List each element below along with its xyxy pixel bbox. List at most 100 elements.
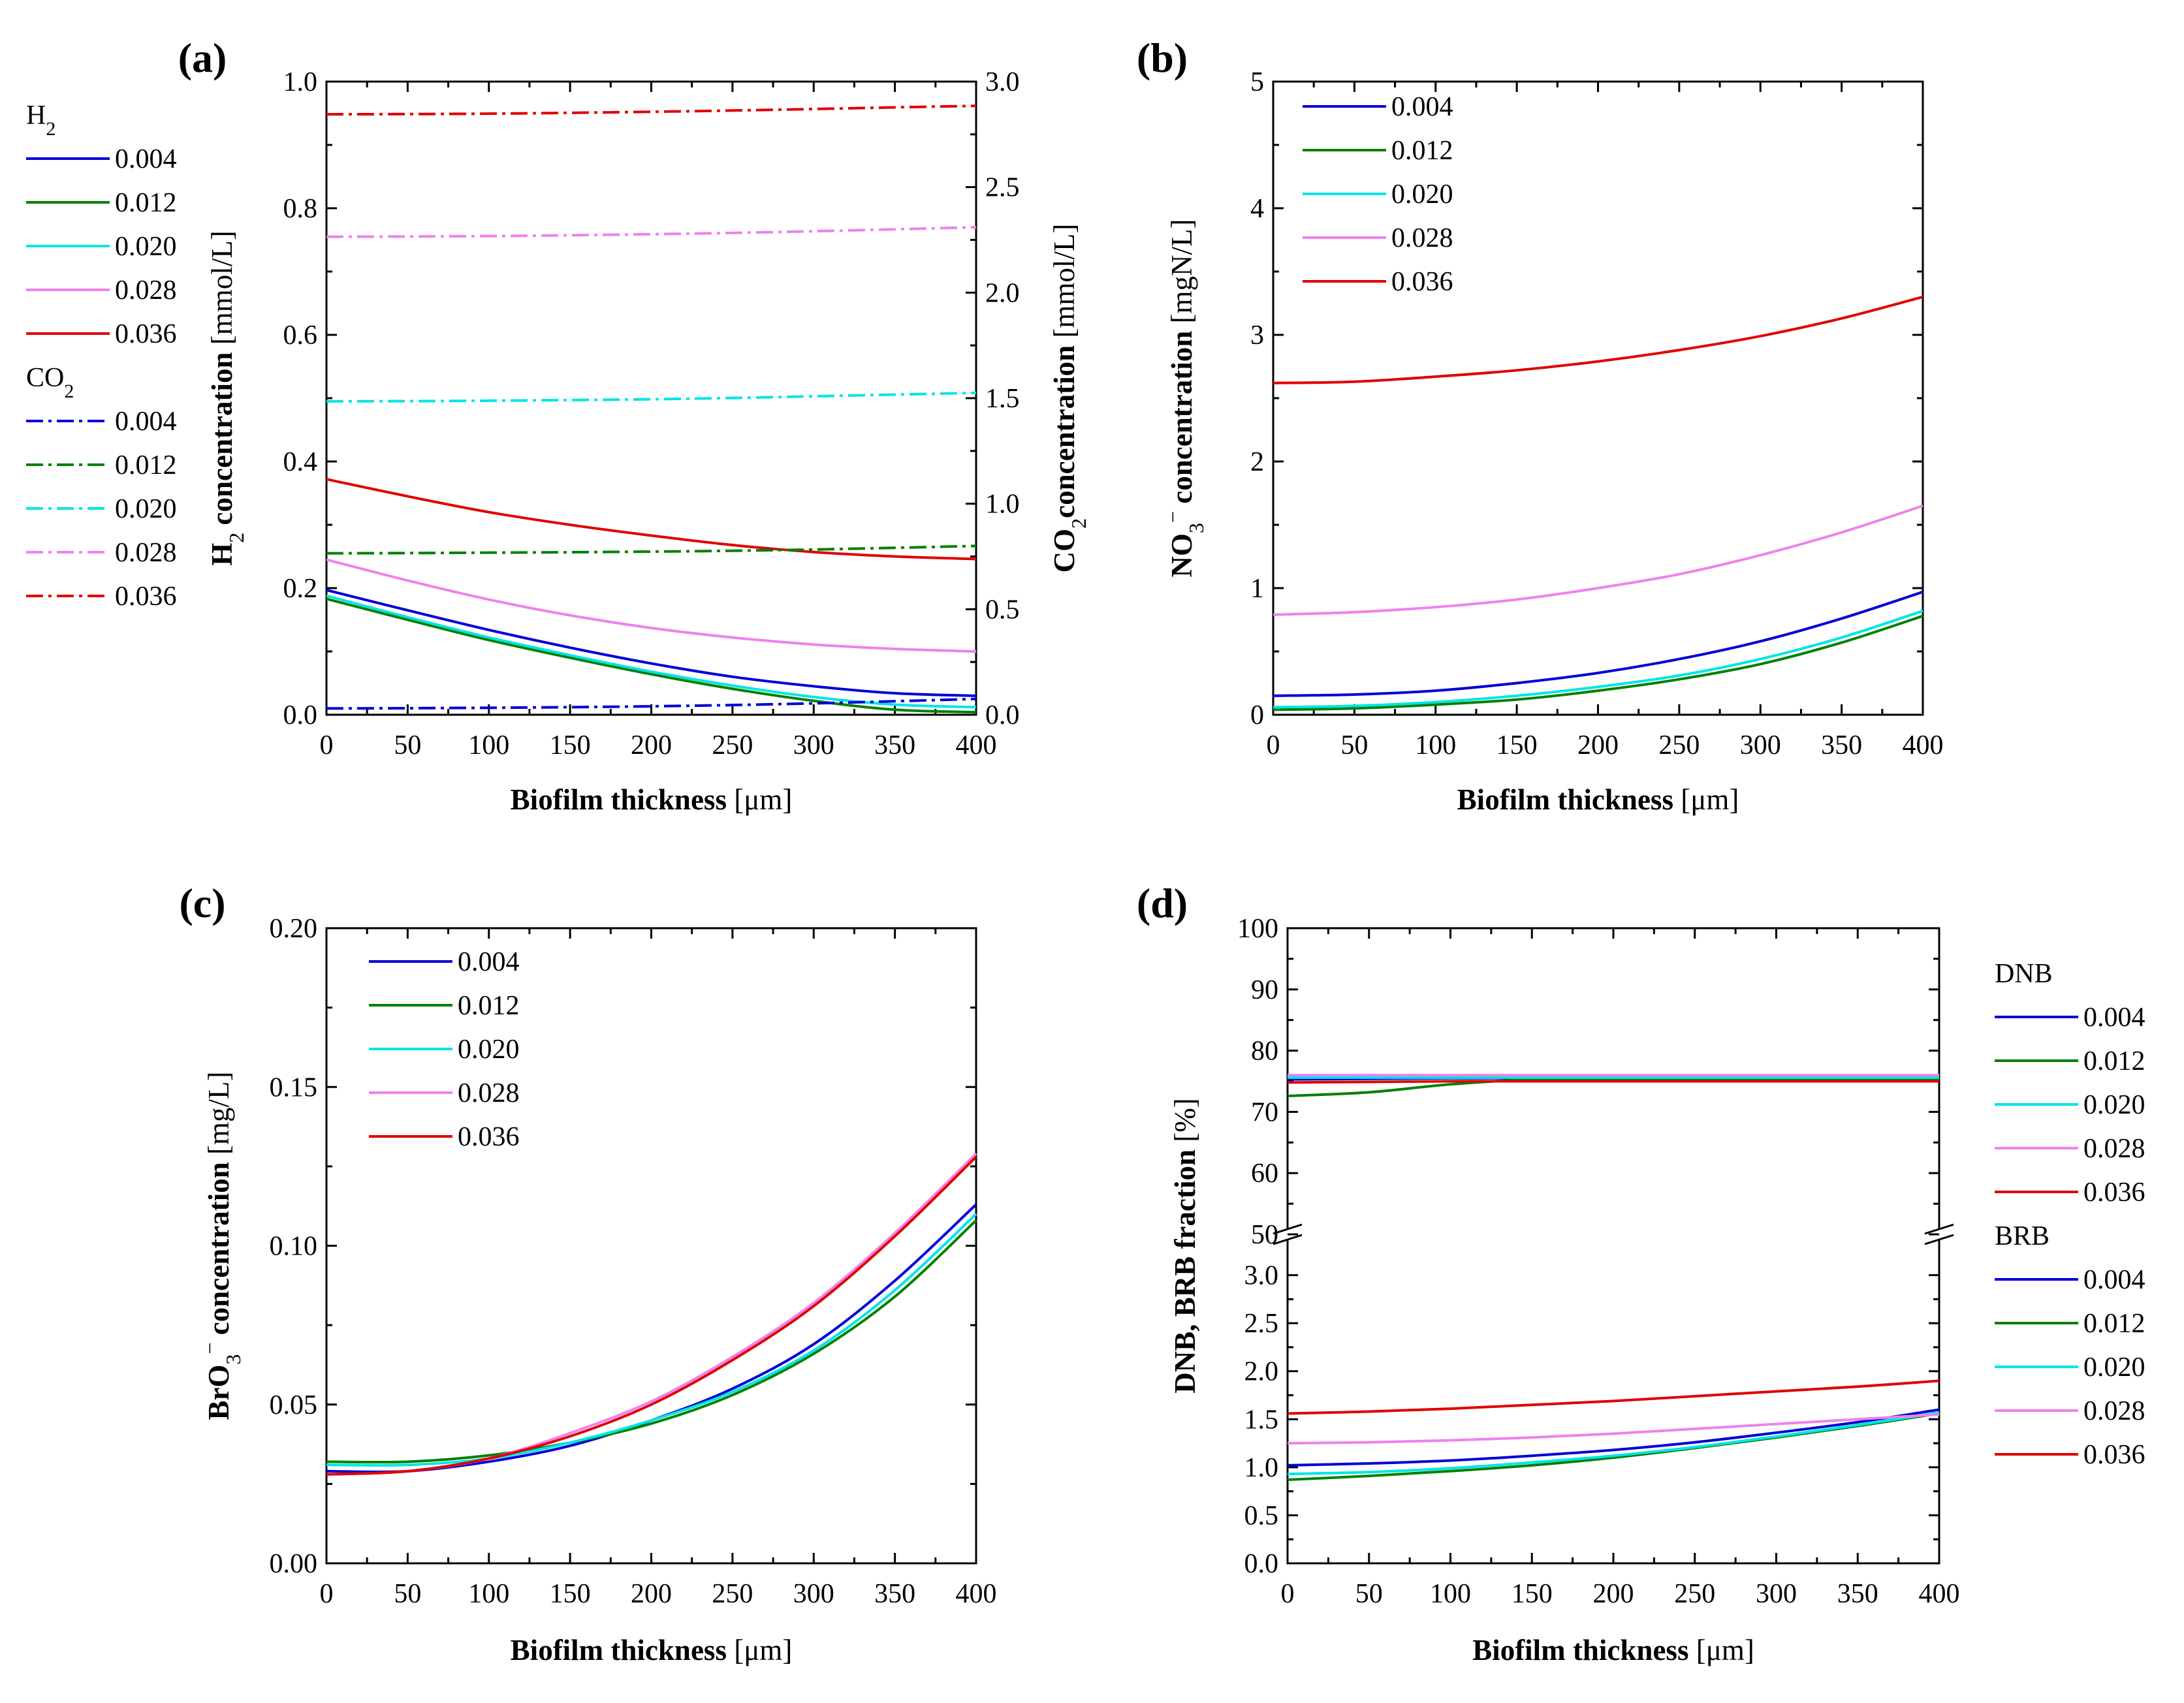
x-axis-title-space bbox=[727, 1634, 734, 1666]
legend-entry-label: 0.012 bbox=[1391, 136, 1453, 166]
x-tick-label: 250 bbox=[1658, 730, 1700, 760]
x-tick-label: 0 bbox=[1281, 1579, 1295, 1609]
x-tick-label: 50 bbox=[394, 1579, 421, 1609]
panel-label: (b) bbox=[1137, 35, 1188, 81]
x-tick-label: 50 bbox=[1340, 730, 1368, 760]
x-tick-label: 0 bbox=[1267, 730, 1280, 760]
y-axis-title: BrO3− concentration [mg/L] bbox=[198, 1072, 245, 1420]
legend-group-title: DNB bbox=[1995, 959, 2053, 989]
x-tick-label: 150 bbox=[1511, 1579, 1553, 1609]
right-y-tick-label: 3.0 bbox=[985, 67, 1020, 97]
legend-entry-label: 0.028 bbox=[115, 275, 177, 305]
x-axis-title-unit: [μm] bbox=[1681, 783, 1739, 816]
x-axis-title-space bbox=[727, 783, 734, 816]
series-brb-0020-line bbox=[1287, 1411, 1940, 1476]
x-tick-label: 400 bbox=[1903, 730, 1944, 760]
x-tick-label: 50 bbox=[1355, 1579, 1383, 1609]
x-tick-label: 350 bbox=[874, 730, 915, 760]
y-axis-title-sup: − bbox=[198, 1342, 221, 1354]
x-tick-label: 100 bbox=[468, 1579, 509, 1609]
legend-entry-label: 0.012 bbox=[2083, 1309, 2145, 1339]
left-y-tick-label: 1.5 bbox=[1244, 1405, 1279, 1435]
x-axis-title: Biofilm thickness [μm] bbox=[511, 1634, 793, 1666]
y-axis-title-sub: 2 bbox=[225, 533, 248, 543]
x-axis-title-unit: [μm] bbox=[1696, 1634, 1754, 1666]
left-y-tick-label: 2.0 bbox=[1244, 1357, 1279, 1387]
left-y-tick-label: 0.5 bbox=[1244, 1501, 1279, 1531]
y-axis-title: NO3− concentration [mgN/L] bbox=[1161, 219, 1208, 578]
y-axis-title-main: BrO bbox=[202, 1364, 235, 1420]
axis-break-mark bbox=[1924, 1234, 1954, 1245]
left-y-tick-label: 0.0 bbox=[283, 700, 318, 730]
legend-entry-label: 0.012 bbox=[2083, 1046, 2145, 1076]
plot-frame bbox=[325, 80, 977, 716]
y-axis-title-unit: [mgN/L] bbox=[1165, 219, 1198, 324]
legend-group-title: BRB bbox=[1995, 1221, 2049, 1251]
x-axis-title-space bbox=[1688, 1634, 1696, 1666]
x-tick-label: 150 bbox=[1496, 730, 1538, 760]
legend-entry-label: 0.028 bbox=[2083, 1134, 2145, 1164]
y-axis-title-main: NO bbox=[1165, 533, 1198, 578]
legend-entry-label: 0.036 bbox=[115, 582, 177, 612]
right-y-tick-label: 1.0 bbox=[985, 490, 1020, 520]
legend-entry-label: 0.028 bbox=[458, 1078, 520, 1108]
y-axis-title: H2 concentration [mmol/L] bbox=[206, 230, 248, 565]
x-tick-label: 300 bbox=[1740, 730, 1781, 760]
x-tick-label: 400 bbox=[1919, 1579, 1960, 1609]
legend-entry-label: 0.036 bbox=[2083, 1178, 2145, 1208]
legend-entry-label: 0.028 bbox=[2083, 1396, 2145, 1426]
legend-group-title-main: BRB bbox=[1995, 1221, 2049, 1251]
y-axis-title-unit: [mmol/L] bbox=[206, 230, 238, 345]
y-axis-title-sup: − bbox=[1161, 511, 1184, 523]
x-tick-label: 250 bbox=[1674, 1579, 1715, 1609]
axis-break-mark bbox=[1273, 1234, 1303, 1245]
left-y-tick-label: 50 bbox=[1251, 1220, 1278, 1250]
panel-c: (c) 0 50 100 150 200 250 300 350 400 Biofilm thick… bbox=[179, 880, 996, 1666]
series-brb-0036-line bbox=[1287, 1379, 1940, 1415]
y-axis-title-sub: 3 bbox=[1184, 523, 1208, 533]
left-y-tick-label: 100 bbox=[1237, 914, 1278, 944]
legend-entry-label: 0.012 bbox=[458, 991, 520, 1021]
right-y-tick-label: 2.0 bbox=[985, 278, 1020, 308]
left-y-tick-label: 70 bbox=[1251, 1097, 1278, 1127]
series-co2-0012-line bbox=[326, 544, 977, 555]
legend-entry-label: 0.012 bbox=[115, 188, 177, 218]
legend-entry-label: 0.020 bbox=[2083, 1352, 2145, 1383]
series-0028-line bbox=[326, 1152, 977, 1476]
left-y-tick-label: 0.10 bbox=[270, 1232, 318, 1262]
series-0004-line bbox=[1273, 590, 1923, 697]
legend-entry-label: 0.020 bbox=[115, 232, 177, 262]
x-tick-label: 100 bbox=[1430, 1579, 1471, 1609]
x-tick-label: 150 bbox=[550, 1579, 591, 1609]
x-tick-label: 300 bbox=[1756, 1579, 1797, 1609]
panel-d: (d) 0 50 100 150 200 250 300 350 400 Biofilm thick… bbox=[1137, 880, 2145, 1666]
x-axis-title: Biofilm thickness [μm] bbox=[1457, 783, 1739, 816]
x-axis-title-main: Biofilm thickness bbox=[1457, 783, 1673, 816]
left-y-tick-label: 0.15 bbox=[270, 1072, 318, 1102]
y-axis-title-unit: [mg/L] bbox=[202, 1072, 235, 1155]
left-y-tick-label: 60 bbox=[1251, 1159, 1278, 1189]
y-axis-title-unit: [%] bbox=[1169, 1098, 1201, 1142]
y-axis-title-space bbox=[1169, 1142, 1201, 1149]
x-tick-label: 200 bbox=[631, 1579, 672, 1609]
y2-axis-title-main: CO bbox=[1048, 529, 1081, 573]
right-y-tick-label: 1.5 bbox=[985, 384, 1020, 414]
x-tick-label: 50 bbox=[394, 730, 421, 760]
left-y-tick-label: 5 bbox=[1250, 67, 1264, 97]
x-tick-label: 0 bbox=[320, 730, 334, 760]
right-y-tick-label: 2.5 bbox=[985, 173, 1020, 203]
series-0020-line bbox=[326, 1213, 977, 1467]
left-y-tick-label: 2.5 bbox=[1244, 1309, 1279, 1339]
x-axis-title: Biofilm thickness [μm] bbox=[511, 783, 793, 816]
x-tick-label: 250 bbox=[712, 1579, 753, 1609]
left-y-tick-label: 0.00 bbox=[270, 1549, 318, 1579]
series-brb-0004-line bbox=[1287, 1408, 1940, 1467]
x-tick-label: 400 bbox=[956, 730, 997, 760]
legend-group-title-main: H bbox=[26, 101, 46, 131]
legend-entry-label: 0.004 bbox=[2083, 1265, 2145, 1295]
legend-entry-label: 0.020 bbox=[2083, 1090, 2145, 1120]
legend-entry-label: 0.004 bbox=[2083, 1003, 2145, 1033]
series-co2-0020-line bbox=[326, 391, 977, 403]
